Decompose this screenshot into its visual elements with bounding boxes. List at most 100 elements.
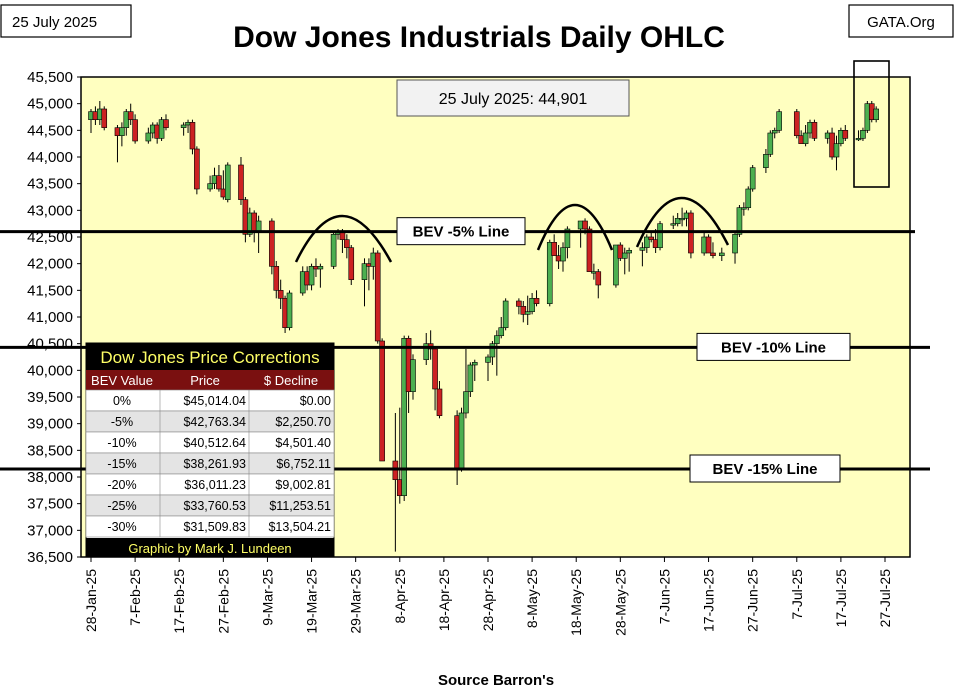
candle-body	[763, 154, 769, 168]
y-tick-label: 38,500	[27, 442, 73, 459]
x-tick-label: 28-May-25	[612, 569, 628, 636]
candle-body	[745, 188, 752, 208]
candle-body	[776, 111, 782, 131]
candle	[546, 239, 553, 307]
candle	[458, 407, 465, 472]
y-tick-label: 42,500	[27, 229, 73, 246]
candle-body	[546, 242, 553, 304]
candle-body	[657, 223, 663, 248]
candle	[145, 127, 152, 144]
candle	[648, 231, 655, 243]
candle	[674, 213, 681, 227]
candle-body	[533, 298, 540, 304]
candle	[679, 207, 685, 227]
candle-body	[595, 271, 602, 286]
candle	[793, 109, 800, 139]
table-title-bar	[86, 343, 334, 370]
candle-body	[194, 148, 200, 190]
date-box	[0, 4, 132, 38]
x-tick-label: 17-Jul-25	[833, 569, 849, 628]
candle-body	[458, 412, 465, 470]
x-tick-label: 27-Jul-25	[877, 569, 893, 628]
candle	[705, 234, 712, 254]
candle	[732, 231, 738, 264]
candle	[489, 341, 496, 365]
x-tick-label: 17-Jun-25	[701, 569, 717, 632]
candle	[132, 114, 138, 144]
pattern-arc-june	[635, 196, 730, 248]
candle-body	[379, 340, 385, 462]
candle	[432, 346, 438, 411]
candle-body	[643, 236, 650, 248]
candle	[749, 165, 756, 192]
table-cell-price: $40,512.64	[183, 436, 246, 450]
candle	[763, 149, 769, 173]
candle	[471, 359, 478, 381]
x-tick-label: 18-Apr-25	[436, 569, 452, 631]
candle	[833, 135, 840, 171]
candle	[286, 290, 293, 331]
x-tick-label: 19-Mar-25	[304, 569, 320, 634]
candle	[595, 269, 602, 299]
candle-body	[732, 234, 738, 254]
candle-body	[582, 220, 588, 230]
candle	[180, 122, 187, 136]
candle	[811, 119, 818, 141]
candle	[516, 298, 522, 315]
candle-body	[749, 167, 756, 190]
candle	[710, 242, 716, 259]
candle	[741, 202, 747, 216]
bev-label-box	[696, 332, 851, 361]
candle	[626, 247, 632, 272]
table-row	[85, 515, 335, 538]
x-tick-label: 8-Apr-25	[392, 569, 408, 624]
candle	[277, 279, 284, 309]
candle	[423, 333, 430, 365]
x-tick-label: 7-Jul-25	[789, 569, 805, 620]
candle-body	[101, 108, 108, 128]
y-axis-ticks: 36,500 37,000 37,500 38,000 38,500 39,000 39,5…	[27, 69, 81, 566]
candle-body	[119, 127, 125, 136]
candle-body	[771, 130, 778, 134]
candle-body	[516, 300, 522, 307]
y-tick-label: 43,000	[27, 202, 73, 219]
x-tick-label: 8-May-25	[524, 569, 540, 628]
x-tick-label: 28-Jan-25	[83, 569, 99, 632]
candle-body	[560, 247, 566, 262]
candle	[374, 250, 381, 344]
candle-body	[361, 263, 368, 280]
y-tick-label: 39,500	[27, 389, 73, 406]
candle-body	[401, 338, 407, 496]
candle-body	[586, 228, 593, 272]
candle	[194, 146, 200, 195]
candle-body	[471, 362, 478, 366]
candle	[163, 114, 169, 131]
bev-label: BEV -10% Line	[721, 339, 826, 356]
candle-body	[736, 207, 743, 235]
y-tick-label: 40,500	[27, 336, 73, 353]
table-cell-bev: -30%	[107, 520, 136, 534]
candle	[485, 354, 491, 381]
candle-body	[529, 298, 535, 312]
candle	[745, 186, 752, 211]
candle-body	[842, 130, 849, 139]
candle	[189, 119, 196, 155]
candle	[207, 175, 213, 192]
chart-title: Dow Jones Industrials Daily OHLC	[233, 21, 725, 54]
candle-body	[793, 111, 800, 136]
candle	[224, 162, 231, 203]
candle	[524, 295, 531, 325]
candle	[639, 242, 646, 267]
candle	[520, 301, 527, 323]
candle-body	[463, 391, 469, 414]
x-tick-label: 9-Mar-25	[259, 569, 275, 626]
table-cell-decline: $4,501.40	[275, 436, 331, 450]
candle	[718, 247, 725, 261]
candle	[855, 130, 862, 141]
candle-body	[410, 359, 416, 392]
candle	[873, 106, 879, 123]
candle-body	[767, 132, 774, 155]
candle-body	[498, 327, 505, 336]
y-tick-label: 41,500	[27, 282, 73, 299]
candle-body	[273, 266, 280, 291]
